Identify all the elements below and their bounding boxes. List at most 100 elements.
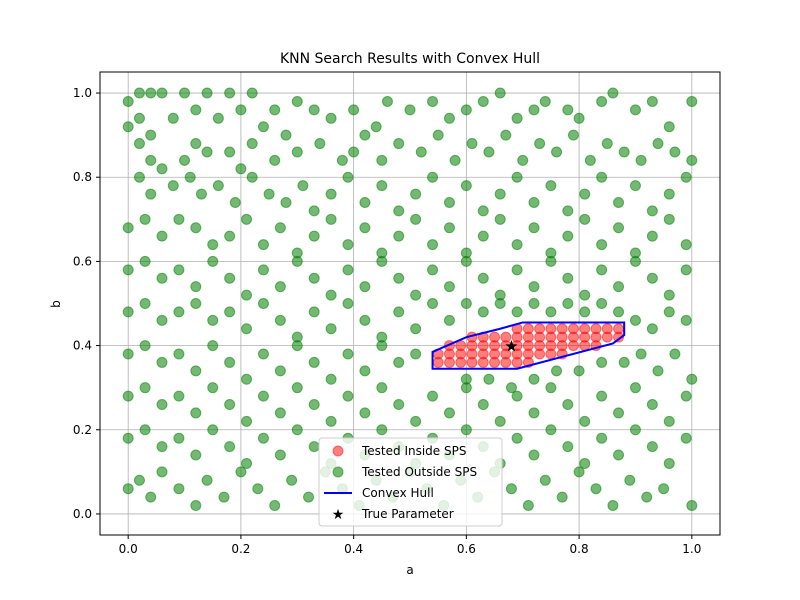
- outside-point: [224, 272, 236, 284]
- outside-point: [511, 239, 523, 251]
- outside-point: [562, 205, 574, 217]
- outside-point: [269, 104, 281, 116]
- outside-point: [410, 213, 422, 225]
- outside-point: [528, 222, 540, 234]
- outside-point: [680, 171, 692, 183]
- axis-ticks: 0.0 0.2 0.4 0.6 0.8 1.0 0.0 0.2 0.4 0.6 0.8 1.0: [73, 86, 701, 556]
- outside-point: [156, 356, 168, 368]
- outside-point: [596, 239, 608, 251]
- x-axis-label: a: [406, 563, 413, 577]
- outside-point: [466, 138, 478, 150]
- outside-point: [460, 255, 472, 267]
- outside-point: [686, 373, 698, 385]
- outside-point: [308, 356, 320, 368]
- outside-point: [505, 382, 517, 394]
- legend: Tested Inside SPS Tested Outside SPS Con…: [318, 437, 503, 527]
- outside-point: [663, 289, 675, 301]
- outside-point: [511, 390, 523, 402]
- outside-point: [669, 348, 681, 360]
- outside-point: [596, 390, 608, 402]
- outside-point: [511, 264, 523, 276]
- outside-point: [274, 314, 286, 326]
- outside-point: [308, 230, 320, 242]
- outside-point: [613, 196, 625, 208]
- outside-point: [635, 154, 647, 166]
- outside-point: [443, 407, 455, 419]
- outside-point: [257, 121, 269, 133]
- legend-outside-label: Tested Outside SPS: [361, 465, 477, 479]
- outside-point: [539, 474, 551, 486]
- outside-point: [308, 441, 320, 453]
- outside-point: [652, 365, 664, 377]
- outside-point: [156, 87, 168, 99]
- outside-point: [410, 415, 422, 427]
- outside-point: [376, 340, 388, 352]
- outside-point: [522, 500, 534, 512]
- outside-point: [477, 205, 489, 217]
- outside-point: [607, 87, 619, 99]
- outside-point: [573, 466, 585, 478]
- outside-point: [139, 213, 151, 225]
- outside-point: [212, 180, 224, 192]
- outside-point: [376, 424, 388, 436]
- outside-point: [274, 407, 286, 419]
- outside-point: [246, 171, 258, 183]
- outside-point: [325, 112, 337, 124]
- outside-point: [167, 112, 179, 124]
- outside-point: [145, 188, 157, 200]
- outside-point: [308, 205, 320, 217]
- outside-point: [145, 154, 157, 166]
- outside-point: [579, 457, 591, 469]
- outside-point: [376, 382, 388, 394]
- outside-point: [201, 474, 213, 486]
- outside-point: [291, 95, 303, 107]
- outside-point: [133, 171, 145, 183]
- outside-point: [139, 382, 151, 394]
- outside-point: [500, 129, 512, 141]
- outside-point: [122, 306, 134, 318]
- outside-point: [381, 95, 393, 107]
- outside-point: [212, 112, 224, 124]
- outside-point: [184, 171, 196, 183]
- outside-point: [663, 306, 675, 318]
- outside-point: [207, 424, 219, 436]
- outside-point: [646, 399, 658, 411]
- outside-point: [579, 415, 591, 427]
- y-tick-label: 0.6: [73, 254, 92, 268]
- outside-point: [241, 415, 253, 427]
- outside-point: [342, 348, 354, 360]
- x-tick-label: 0.2: [231, 542, 250, 556]
- outside-point: [325, 415, 337, 427]
- outside-point: [145, 129, 157, 141]
- outside-point: [410, 188, 422, 200]
- outside-point: [229, 196, 241, 208]
- outside-point: [404, 104, 416, 116]
- outside-point: [156, 272, 168, 284]
- outside-point: [173, 306, 185, 318]
- y-tick-label: 0.8: [73, 170, 92, 184]
- outside-point: [579, 188, 591, 200]
- outside-point: [156, 466, 168, 478]
- outside-point: [494, 213, 506, 225]
- outside-point: [325, 323, 337, 335]
- outside-point: [190, 222, 202, 234]
- outside-point: [224, 230, 236, 242]
- outside-point: [376, 154, 388, 166]
- outside-point: [348, 146, 360, 158]
- outside-point: [218, 491, 230, 503]
- outside-point: [443, 112, 455, 124]
- x-tick-label: 0.6: [457, 542, 476, 556]
- outside-point: [551, 365, 563, 377]
- outside-point: [393, 356, 405, 368]
- outside-point: [562, 298, 574, 309]
- outside-point: [545, 180, 557, 192]
- outside-point: [477, 230, 489, 242]
- outside-point: [342, 298, 354, 309]
- outside-point: [613, 281, 625, 293]
- outside-point: [291, 424, 303, 436]
- outside-point: [613, 222, 625, 234]
- outside-point: [274, 449, 286, 461]
- outside-point: [122, 222, 134, 234]
- outside-point: [443, 196, 455, 208]
